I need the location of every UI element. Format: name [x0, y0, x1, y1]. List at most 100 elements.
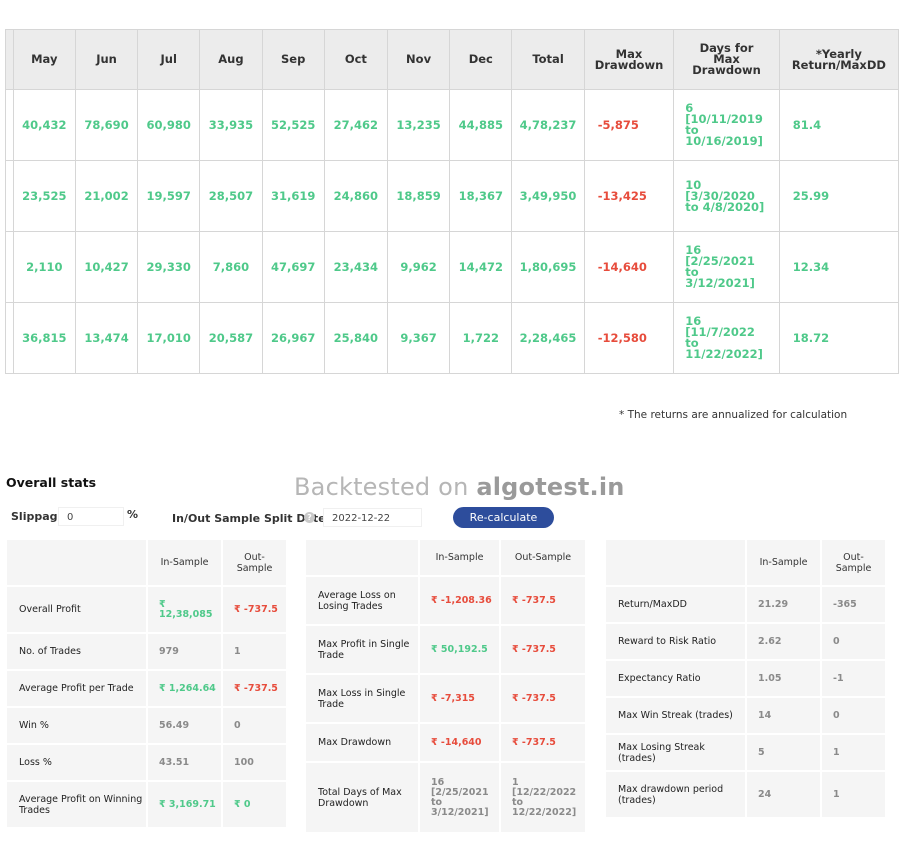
- stat-in-sample-value: 14: [745, 696, 822, 735]
- col-header-may: May: [12, 29, 76, 90]
- col-header-jun: Jun: [74, 29, 139, 90]
- stat-out-sample-value: 0: [820, 622, 887, 661]
- cell-yearly-return: 12.34: [778, 231, 899, 303]
- stat-row: Max Loss in Single Trade ₹ -7,315 ₹ -737.5: [304, 673, 587, 724]
- cell-yearly-return: 18.72: [778, 302, 899, 374]
- stat-out-sample-value: -365: [820, 585, 887, 624]
- split-date-label: In/Out Sample Split Date:: [172, 512, 331, 525]
- col-header-dec: Dec: [449, 29, 513, 90]
- backtested-watermark: Backtested on algotest.in: [294, 473, 625, 501]
- out-sample-header: Out-Sample: [499, 538, 587, 577]
- cell-aug: 33,935: [199, 89, 263, 161]
- cell-max-drawdown: -13,425: [583, 160, 675, 232]
- cell-dec: 14,472: [449, 231, 513, 303]
- cell-yearly-return: 81.4: [778, 89, 899, 161]
- stat-out-sample-value: ₹ -737.5: [499, 673, 587, 724]
- out-sample-header: Out-Sample: [820, 538, 887, 587]
- stat-out-sample-value: -1: [820, 659, 887, 698]
- slippage-input[interactable]: 0: [58, 507, 124, 526]
- cell-oct: 27,462: [323, 89, 388, 161]
- cell-may: 23,525: [12, 160, 76, 232]
- cell-nov: 13,235: [386, 89, 451, 161]
- stat-label: Average Profit per Trade: [5, 669, 148, 708]
- stat-out-sample-value: 100: [221, 743, 288, 782]
- row-stub-header: [5, 29, 14, 90]
- stat-row: Reward to Risk Ratio 2.62 0: [604, 622, 887, 661]
- stat-row: Overall Profit ₹ 12,38,085 ₹ -737.5: [5, 585, 288, 634]
- cell-days-max-drawdown: 16 [2/25/2021 to 3/12/2021]: [673, 231, 780, 303]
- stat-in-sample-value: 43.51: [146, 743, 223, 782]
- in-sample-header: In-Sample: [418, 538, 501, 577]
- cell-aug: 7,860: [199, 231, 263, 303]
- stats-header-blank: [304, 538, 420, 577]
- cell-oct: 24,860: [323, 160, 388, 232]
- help-icon[interactable]: ?: [304, 512, 315, 523]
- stat-in-sample-value: 2.62: [745, 622, 822, 661]
- col-header-nov: Nov: [386, 29, 451, 90]
- stat-out-sample-value: 0: [820, 696, 887, 735]
- stat-row: Max Drawdown ₹ -14,640 ₹ -737.5: [304, 722, 587, 763]
- stat-in-sample-value: ₹ -14,640: [418, 722, 501, 763]
- stat-in-sample-value: ₹ 3,169.71: [146, 780, 223, 829]
- watermark-brand: algotest.in: [476, 473, 625, 501]
- cell-sep: 47,697: [261, 231, 325, 303]
- stat-label: Max drawdown period (trades): [604, 770, 747, 819]
- stat-out-sample-value: ₹ -737.5: [499, 575, 587, 626]
- stat-out-sample-value: 1: [820, 733, 887, 772]
- out-sample-header: Out-Sample: [221, 538, 288, 587]
- col-header-sep: Sep: [261, 29, 325, 90]
- stat-row: Return/MaxDD 21.29 -365: [604, 585, 887, 624]
- cell-jul: 29,330: [137, 231, 201, 303]
- watermark-prefix: Backtested on: [294, 473, 469, 501]
- stat-in-sample-value: 56.49: [146, 706, 223, 745]
- stat-label: Max Loss in Single Trade: [304, 673, 420, 724]
- stat-out-sample-value: ₹ 0: [221, 780, 288, 829]
- row-stub: [5, 231, 14, 303]
- stat-label: No. of Trades: [5, 632, 148, 671]
- monthly-row: 40,432 78,690 60,980 33,935 52,525 27,462 13,2…: [5, 89, 899, 161]
- stat-label: Max Losing Streak (trades): [604, 733, 747, 772]
- stat-in-sample-value: ₹ 50,192.5: [418, 624, 501, 675]
- col-header-jul: Jul: [137, 29, 201, 90]
- stats-header-row: In-Sample Out-Sample: [5, 538, 288, 587]
- stat-out-sample-value: ₹ -737.5: [499, 624, 587, 675]
- col-header-oct: Oct: [323, 29, 388, 90]
- stat-row: Loss % 43.51 100: [5, 743, 288, 782]
- cell-nov: 18,859: [386, 160, 451, 232]
- stat-label: Max Win Streak (trades): [604, 696, 747, 735]
- stat-in-sample-value: 979: [146, 632, 223, 671]
- stat-label: Return/MaxDD: [604, 585, 747, 624]
- stat-out-sample-value: 1: [820, 770, 887, 819]
- stat-in-sample-value: ₹ -1,208.36: [418, 575, 501, 626]
- cell-total: 3,49,950: [511, 160, 585, 232]
- col-header-total: Total: [511, 29, 585, 90]
- stat-out-sample-value: ₹ -737.5: [221, 585, 288, 634]
- cell-jul: 17,010: [137, 302, 201, 374]
- cell-sep: 52,525: [261, 89, 325, 161]
- stats-header-row: In-Sample Out-Sample: [304, 538, 587, 577]
- stat-out-sample-value: 1: [221, 632, 288, 671]
- row-stub: [5, 302, 14, 374]
- stats-header-blank: [5, 538, 148, 587]
- stat-row: Expectancy Ratio 1.05 -1: [604, 659, 887, 698]
- stats-header-row: In-Sample Out-Sample: [604, 538, 887, 587]
- recalculate-button[interactable]: Re-calculate: [453, 507, 554, 528]
- cell-days-max-drawdown: 16 [11/7/2022 to 11/22/2022]: [673, 302, 780, 374]
- stat-row: Max Win Streak (trades) 14 0: [604, 696, 887, 735]
- stat-row: Average Loss on Losing Trades ₹ -1,208.36…: [304, 575, 587, 626]
- in-sample-header: In-Sample: [146, 538, 223, 587]
- stat-in-sample-value: 21.29: [745, 585, 822, 624]
- cell-jun: 21,002: [74, 160, 139, 232]
- split-date-input[interactable]: 2022-12-22: [323, 508, 422, 527]
- cell-max-drawdown: -5,875: [583, 89, 675, 161]
- col-header-days-max-drawdown: Days for Max Drawdown: [673, 29, 780, 90]
- stat-in-sample-value: 5: [745, 733, 822, 772]
- cell-yearly-return: 25.99: [778, 160, 899, 232]
- col-header-aug: Aug: [199, 29, 263, 90]
- monthly-row: 2,110 10,427 29,330 7,860 47,697 23,434 9,962 1…: [5, 231, 899, 303]
- stat-label: Win %: [5, 706, 148, 745]
- cell-jun: 78,690: [74, 89, 139, 161]
- cell-may: 2,110: [12, 231, 76, 303]
- col-header-max-drawdown: Max Drawdown: [583, 29, 675, 90]
- monthly-row: 23,525 21,002 19,597 28,507 31,619 24,860 18,8…: [5, 160, 899, 232]
